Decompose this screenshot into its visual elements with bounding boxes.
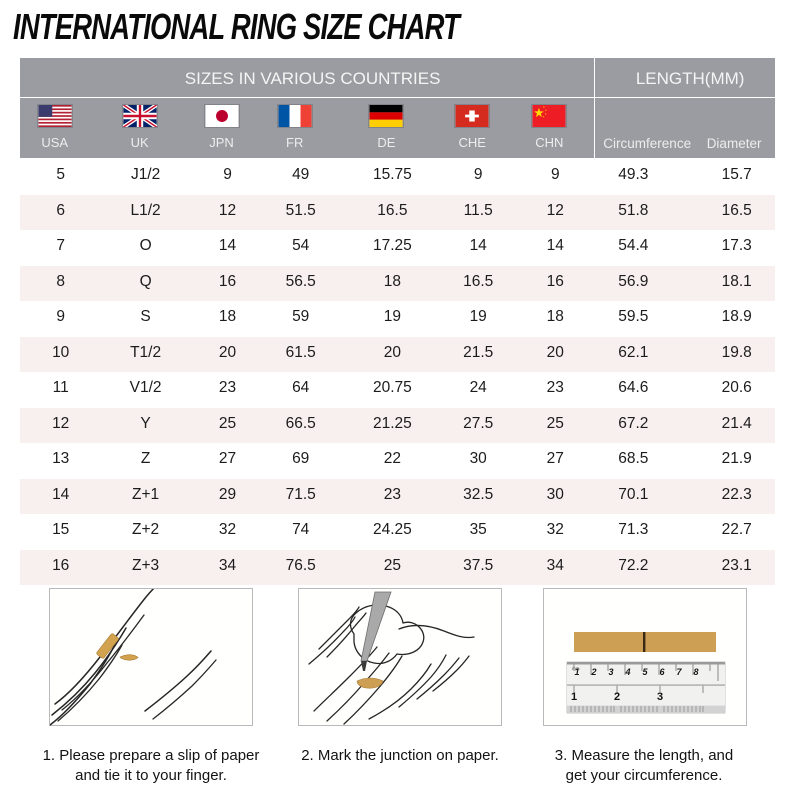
svg-text:2: 2	[590, 667, 596, 677]
svg-text:mm: mm	[572, 666, 580, 671]
svg-text:2: 2	[614, 691, 620, 703]
svg-text:8: 8	[693, 667, 698, 677]
svg-text:1: 1	[571, 691, 577, 703]
svg-text:3: 3	[657, 691, 663, 703]
svg-text:3: 3	[608, 667, 613, 677]
svg-text:4: 4	[624, 667, 630, 677]
